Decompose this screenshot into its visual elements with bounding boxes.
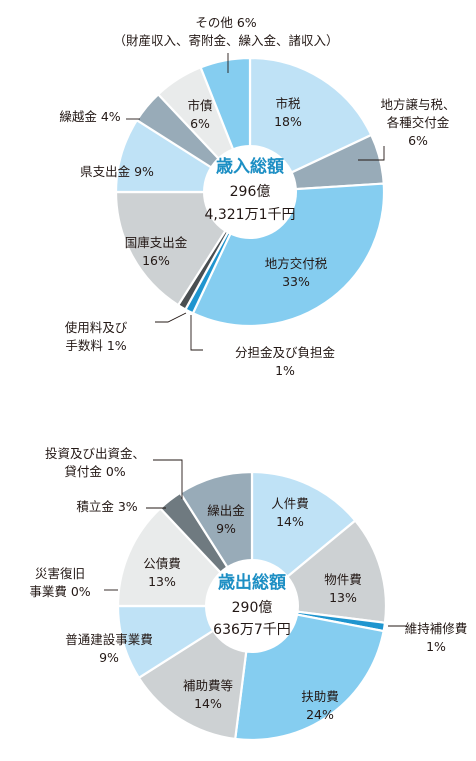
slice-label: 普通建設事業費 9% [65, 632, 153, 665]
slice-label-line: 市税 [275, 96, 301, 111]
slice-label-line: 1% [426, 639, 446, 654]
slice-label-line: 33% [282, 274, 310, 289]
slice-label-line: 公債費 [143, 556, 181, 571]
slice-label-line: 分担金及び負担金 [235, 345, 336, 360]
slice-label: 公債費 13% [143, 556, 181, 589]
slice-label: 市税 18% [274, 96, 302, 129]
slice-label-line: 災害復旧 [35, 566, 85, 581]
slice-label-line: 国庫支出金 [125, 235, 188, 250]
chart-title: 歳出総額 [218, 572, 286, 593]
slice-label: 分担金及び負担金 1% [235, 345, 336, 378]
slice-label-line: （財産収入、寄附金、繰入金、諸収入） [113, 33, 338, 48]
slice-label-line: 1% [275, 363, 295, 378]
slice-label-line: 市債 [187, 98, 212, 113]
slice-label-line: 使用料及び [65, 320, 128, 335]
pie-center-disk [203, 145, 297, 239]
slice-label-line: 16% [142, 253, 170, 268]
slice-label: 補助費等 14% [183, 678, 233, 711]
slice-label: 維持補修費 1% [405, 621, 468, 654]
slice-label: 人件費 14% [271, 496, 309, 529]
slice-label-line: 扶助費 [301, 689, 339, 704]
slice-label-line: 6% [190, 116, 210, 131]
leader-line [358, 146, 385, 161]
center-total-line: 296億 [230, 184, 271, 200]
slice-label-line: 各種交付金 [387, 115, 450, 130]
slice-label: その他 6% （財産収入、寄附金、繰入金、諸収入） [113, 15, 338, 48]
slice-label-line: 地方交付税 [265, 256, 328, 271]
slice-label-line: 繰越金 4% [59, 109, 120, 124]
leader-line [153, 459, 183, 499]
slice-label-line: 13% [329, 590, 357, 605]
slice-label-line: 繰出金 [207, 503, 245, 518]
slice-label-line: 県支出金 9% [80, 164, 154, 179]
slice-label-line: 投資及び出資金、 [45, 446, 145, 461]
slice-label-line: 18% [274, 114, 302, 129]
slice-label-line: その他 6% [195, 15, 256, 30]
slice-label-line: 6% [408, 133, 428, 148]
slice-label-line: 補助費等 [183, 678, 233, 693]
slice-label: 繰越金 4% [59, 109, 120, 124]
slice-label: 扶助費 24% [301, 689, 339, 722]
slice-label-line: 地方譲与税、 [380, 97, 455, 112]
center-total-line: 4,321万1千円 [205, 207, 296, 223]
slice-label: 県支出金 9% [80, 164, 154, 179]
slice-label-line: 積立金 3% [76, 499, 137, 514]
center-total-line: 636万7千円 [213, 622, 291, 638]
slice-label: 国庫支出金 16% [125, 235, 188, 268]
slice-label: 物件費 13% [324, 572, 362, 605]
slice-label: 投資及び出資金、貸付金 0% [45, 446, 145, 479]
slice-label: 地方交付税 33% [265, 256, 328, 289]
slice-label-line: 貸付金 0% [64, 464, 125, 479]
slice-label: 積立金 3% [76, 499, 137, 514]
slice-label-line: 事業費 0% [29, 584, 90, 599]
slice-label-line: 9% [216, 521, 236, 536]
leader-line [190, 315, 203, 351]
slice-label: 繰出金 9% [207, 503, 245, 536]
slice-label-line: 14% [194, 696, 222, 711]
slice-label-line: 手数料 1% [65, 338, 126, 353]
pie-chart-1: 歳入総額 296億 4,321万1千円 市税 18% 地方譲与税、各種交付金 6% 地方交付税… [59, 15, 455, 378]
slice-label: 地方譲与税、各種交付金 6% [380, 97, 455, 148]
slice-label-line: 9% [99, 650, 119, 665]
slice-label-line: 14% [276, 514, 304, 529]
slice-label-line: 普通建設事業費 [65, 632, 153, 647]
slice-label-line: 維持補修費 [405, 621, 468, 636]
slice-label: 市債 6% [187, 98, 212, 131]
slice-label-line: 13% [148, 574, 176, 589]
pie-center-disk [205, 559, 299, 653]
center-total-line: 290億 [232, 600, 273, 616]
leader-line [155, 312, 187, 323]
slice-label-line: 人件費 [271, 496, 309, 511]
slice-label-line: 24% [306, 707, 334, 722]
pie-chart-2: 歳出総額 290億 636万7千円 人件費 14% 物件費 13% 維持補修費 1% 扶助費 24%… [29, 446, 468, 742]
chart-title: 歳入総額 [216, 156, 284, 177]
slice-label-line: 物件費 [324, 572, 362, 587]
